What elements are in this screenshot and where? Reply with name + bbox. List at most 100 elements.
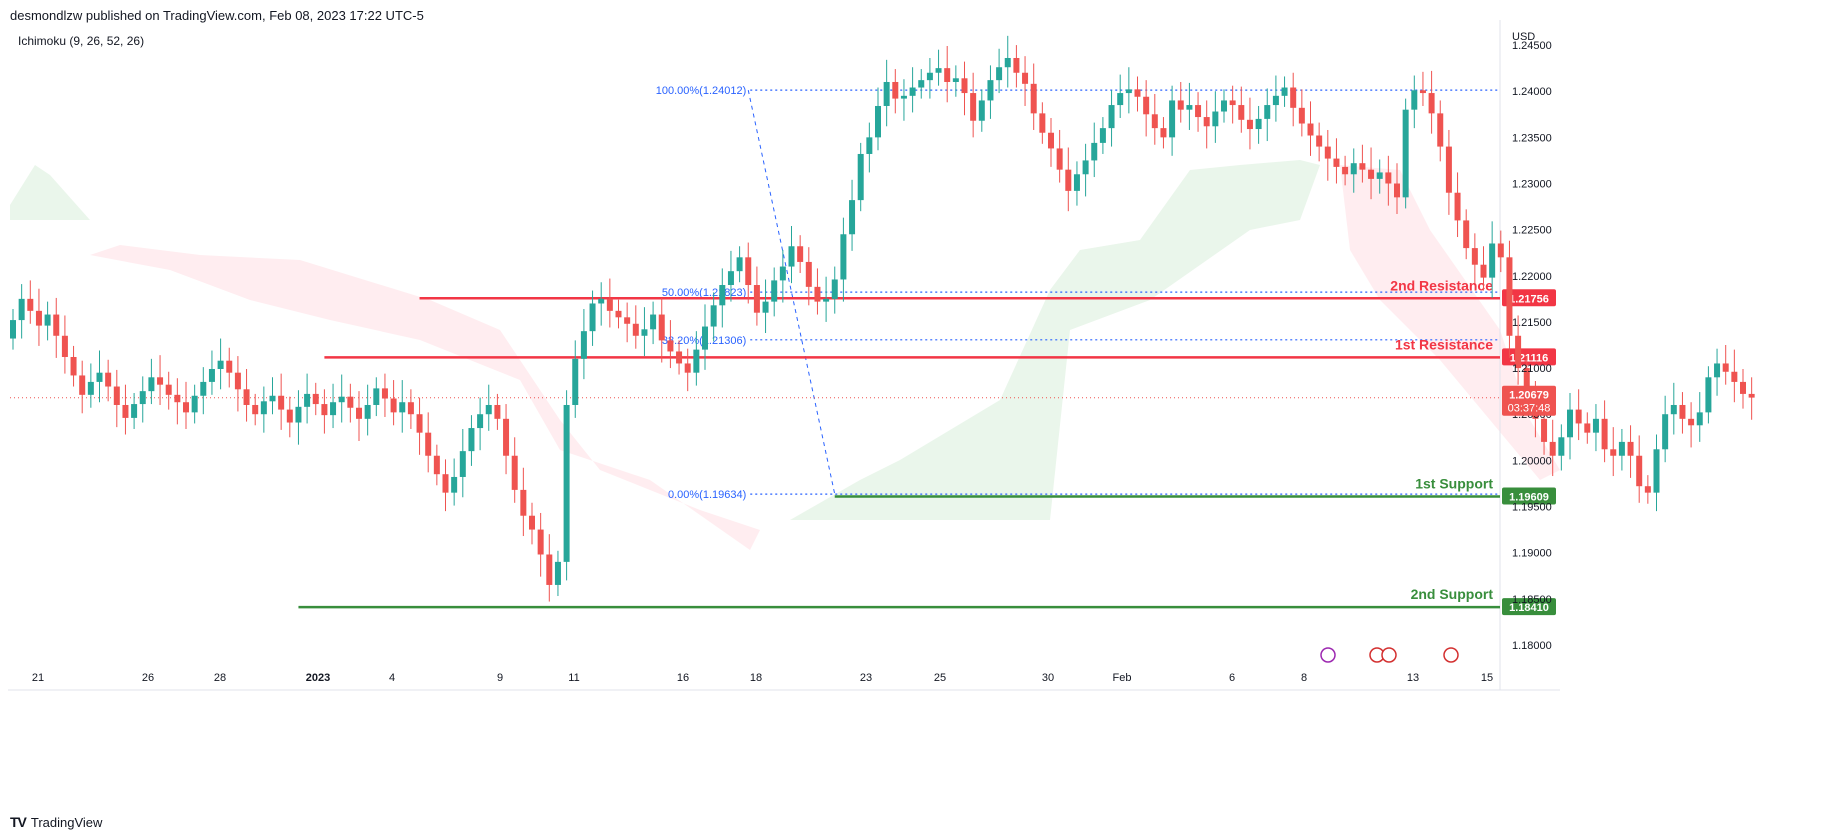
candle-body <box>1143 96 1150 115</box>
candle-body <box>823 298 830 302</box>
candle-body <box>563 404 570 562</box>
candle-body <box>1039 113 1046 133</box>
last-price-tag <box>1502 385 1556 416</box>
candle-body <box>10 320 16 339</box>
candle-body <box>87 381 94 395</box>
economic-event-icon[interactable] <box>1381 647 1397 663</box>
candle-body <box>1610 449 1617 456</box>
time-axis-tick: 13 <box>1407 672 1419 684</box>
candle-body <box>494 404 501 419</box>
candle-body <box>1705 377 1712 413</box>
resistance-label: 2nd Resistance <box>1390 277 1493 293</box>
support-label: 1st Support <box>1415 475 1493 491</box>
candle-body <box>425 432 432 456</box>
candle-body <box>122 404 129 418</box>
ichimoku-cloud-band <box>790 160 1320 520</box>
ichimoku-cloud <box>10 160 1560 550</box>
candle-body <box>1186 105 1193 110</box>
time-axis-tick: 16 <box>677 672 689 684</box>
economic-event-icon[interactable] <box>1443 647 1459 663</box>
candle-body <box>1523 368 1530 396</box>
candle-body <box>1376 172 1383 179</box>
candle-body <box>1272 95 1279 106</box>
candle-body <box>1091 142 1098 161</box>
candle-body <box>1463 220 1470 249</box>
candle-body <box>1394 183 1400 198</box>
candle-body <box>1151 114 1158 129</box>
candle-body <box>944 68 951 82</box>
candle-body <box>805 261 812 287</box>
candle-body <box>1056 148 1063 170</box>
candle-body <box>1307 123 1314 136</box>
candle-body <box>1428 93 1435 114</box>
candle-body <box>286 409 293 423</box>
price-axis-tick: 1.21000 <box>1512 363 1552 375</box>
support-price-tag <box>1502 598 1556 616</box>
candle-body <box>1575 409 1582 424</box>
candle-body <box>1454 192 1461 221</box>
candle-countdown: 03:37:48 <box>1508 403 1551 415</box>
economic-event-icon[interactable] <box>1320 647 1336 663</box>
candle-body <box>70 356 77 376</box>
time-axis-tick: Feb <box>1113 672 1132 684</box>
support-price-value: 1.19609 <box>1509 491 1549 503</box>
candle-body <box>1696 412 1703 426</box>
candle-body <box>1662 414 1669 450</box>
candle-body <box>459 451 466 477</box>
candle-body <box>892 81 899 99</box>
last-price-value: 1.20679 <box>1509 390 1549 402</box>
candle-body <box>1592 418 1599 433</box>
candle-body <box>407 402 414 415</box>
candle-body <box>1644 486 1651 493</box>
candle-body <box>27 298 34 311</box>
candle-body <box>312 393 319 405</box>
candle-body <box>926 72 933 81</box>
candle-body <box>1480 264 1487 278</box>
candle-body <box>831 279 838 299</box>
time-axis-tick: 25 <box>934 672 946 684</box>
candle-body <box>416 414 423 433</box>
candle-body <box>658 314 665 341</box>
candle-body <box>1368 169 1375 179</box>
candle-body <box>1125 89 1132 94</box>
candle-body <box>1731 371 1738 382</box>
candle-body <box>1541 418 1548 442</box>
candle-body <box>1636 455 1643 487</box>
candle-body <box>79 375 86 395</box>
candle-body <box>615 310 622 318</box>
candle-body <box>200 381 207 396</box>
candle-body <box>139 391 146 405</box>
candle-body <box>356 407 362 419</box>
candle-body <box>1099 128 1106 143</box>
candle-body <box>35 310 42 326</box>
price-axis-tick: 1.24000 <box>1512 86 1552 98</box>
candle-body <box>217 360 224 369</box>
candle-body <box>477 414 484 429</box>
candle-body <box>1281 87 1288 96</box>
time-axis-tick: 11 <box>568 672 579 684</box>
candle-body <box>650 314 657 330</box>
candle-body <box>1212 111 1219 127</box>
candle-body <box>900 95 907 99</box>
candle-body <box>347 396 354 408</box>
candle-body <box>18 298 25 321</box>
time-axis-tick: 23 <box>860 672 872 684</box>
candle-body <box>174 394 181 403</box>
candle-body <box>952 78 959 82</box>
candle-body <box>1048 132 1054 149</box>
time-axis-tick: 2023 <box>306 672 330 684</box>
candle-body <box>61 335 68 357</box>
candle-body <box>520 489 527 516</box>
fib-trend-line <box>747 90 836 495</box>
candle-body <box>918 80 925 88</box>
candle-body <box>702 326 708 350</box>
candle-body <box>1714 363 1721 378</box>
candle-body <box>260 401 267 415</box>
ichimoku-indicator-label[interactable]: Ichimoku (9, 26, 52, 26) <box>18 34 145 48</box>
candle-body <box>580 331 587 359</box>
candle-body <box>632 323 639 336</box>
candle-body <box>529 515 535 530</box>
candle-body <box>1497 243 1504 258</box>
chart-borders <box>8 20 1560 691</box>
